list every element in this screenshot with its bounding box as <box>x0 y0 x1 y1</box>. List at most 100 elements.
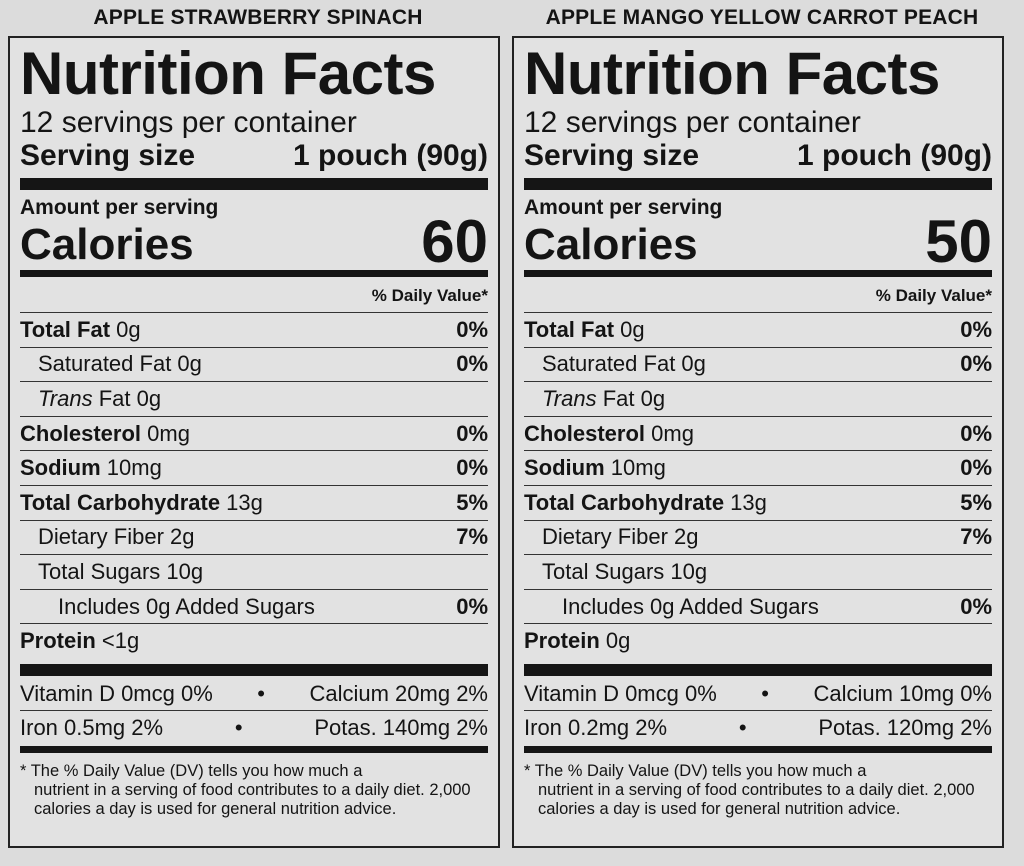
nutrient-italic: Trans <box>38 385 93 411</box>
nutrient-name: Sodium 10mg <box>20 455 162 481</box>
nutrient-row: Sodium 10mg 0% <box>524 450 992 485</box>
nutrient-row: Protein <1g <box>20 623 488 658</box>
nutrient-row: Total Sugars 10g <box>20 554 488 589</box>
calories-label: Calories <box>20 220 194 269</box>
nutrient-name: Total Sugars 10g <box>524 559 707 585</box>
nutrient-row: Trans Fat 0g <box>20 381 488 416</box>
calories-row: Calories 60 <box>20 210 488 274</box>
daily-value-header: % Daily Value* <box>371 286 488 305</box>
nutrient-name: Cholesterol 0mg <box>524 421 694 447</box>
footnote: * The % Daily Value (DV) tells you how m… <box>524 762 992 819</box>
divider-thick <box>524 664 992 676</box>
serving-size-label: Serving size <box>524 139 700 172</box>
nutrient-name: Dietary Fiber 2g <box>20 524 195 550</box>
amount-per-serving: Amount per serving <box>20 196 219 219</box>
daily-value-percent: 0% <box>456 455 488 481</box>
nutrient-row: Dietary Fiber 2g 7% <box>20 519 488 555</box>
nutrient-bold: Total Fat <box>524 316 615 342</box>
daily-value-percent: 0% <box>456 593 488 619</box>
nutrient-bold: Cholesterol <box>524 420 646 446</box>
serving-size-row: Serving size 1 pouch (90g) <box>20 138 488 174</box>
nutrient-bold: Total Fat <box>20 316 111 342</box>
calories-value: 50 <box>925 208 992 275</box>
nutrient-amount: Includes 0g Added Sugars <box>58 593 315 619</box>
serving-size-row: Serving size 1 pouch (90g) <box>524 138 992 174</box>
nutrient-row: Total Sugars 10g <box>524 554 992 589</box>
nutrient-amount: Fat 0g <box>596 385 666 411</box>
nutrient-name: Includes 0g Added Sugars <box>524 594 819 620</box>
nutrient-name: Sodium 10mg <box>524 455 666 481</box>
calories-row: Calories 50 <box>524 210 992 274</box>
bullet-separator: • <box>257 681 265 706</box>
daily-value-percent: 7% <box>456 524 488 550</box>
nutrient-name: Protein <1g <box>20 628 139 654</box>
calories-label: Calories <box>524 220 698 269</box>
daily-value-percent: 0% <box>960 593 992 619</box>
product-name: APPLE MANGO YELLOW CARROT PEACH <box>545 6 979 29</box>
daily-value-percent: 5% <box>456 489 488 515</box>
footnote-rest: nutrient in a serving of food contribute… <box>34 781 471 818</box>
divider-thick <box>20 178 488 190</box>
bullet-separator: • <box>738 714 747 740</box>
nutrient-name: Cholesterol 0mg <box>20 421 190 447</box>
nutrient-row: Dietary Fiber 2g 7% <box>524 519 992 555</box>
nutrient-name: Total Fat 0g <box>524 317 645 343</box>
vitamin-row: Vitamin D 0mcg 0% • Calcium 10mg 0% <box>524 678 992 711</box>
nutrient-amount: 0mg <box>645 420 694 446</box>
nutrient-name: Trans Fat 0g <box>20 386 161 412</box>
daily-value-percent: 0% <box>456 351 488 377</box>
nutrient-row: Protein 0g <box>524 623 992 658</box>
daily-value-percent: 7% <box>960 524 992 550</box>
vitamin-right: Calcium 20mg 2% <box>309 681 488 706</box>
footnote-first-line: * The % Daily Value (DV) tells you how m… <box>20 762 363 780</box>
nutrient-bold: Protein <box>20 628 96 654</box>
nutrient-amount: Includes 0g Added Sugars <box>562 593 819 619</box>
vitamin-row: Iron 0.2mg 2% • Potas. 120mg 2% <box>524 711 992 744</box>
nutrient-row: Total Fat 0g 0% <box>524 312 992 347</box>
vitamin-right: Potas. 140mg 2% <box>314 714 488 740</box>
serving-size-label: Serving size <box>20 139 196 172</box>
nutrient-name: Total Sugars 10g <box>20 559 203 585</box>
divider-thick <box>524 178 992 190</box>
nutrient-row: Includes 0g Added Sugars 0% <box>524 588 992 624</box>
nutrient-amount: 13g <box>724 489 767 515</box>
daily-value-percent: 0% <box>960 455 992 481</box>
nutrient-name: Total Carbohydrate 13g <box>20 490 263 516</box>
nutrient-amount: 0g <box>110 316 141 342</box>
nutrient-rows: Total Fat 0g 0% Saturated Fat 0g 0% Trans Fa… <box>524 312 992 658</box>
nutrient-row: Cholesterol 0mg 0% <box>524 415 992 451</box>
calories-value: 60 <box>421 208 488 275</box>
vitamin-left: Iron 0.2mg 2% <box>524 714 668 740</box>
daily-value-percent: 0% <box>456 316 488 342</box>
nutrient-name: Protein 0g <box>524 628 630 654</box>
daily-value-percent: 0% <box>456 420 488 446</box>
nutrient-bold: Sodium <box>524 455 605 481</box>
vitamin-right: Potas. 120mg 2% <box>818 714 992 740</box>
nutrient-amount: Total Sugars 10g <box>542 558 708 584</box>
right-panel: APPLE MANGO YELLOW CARROT PEACH Nutritio… <box>512 0 1012 866</box>
nutrient-bold: Total Carbohydrate <box>20 489 221 515</box>
nutrient-row: Total Fat 0g 0% <box>20 312 488 347</box>
amount-per-serving: Amount per serving <box>524 196 723 219</box>
nutrient-bold: Protein <box>524 628 600 654</box>
nutrient-name: Includes 0g Added Sugars <box>20 594 315 620</box>
nutrient-row: Total Carbohydrate 13g 5% <box>20 484 488 520</box>
nutrient-amount: 0g <box>599 628 631 654</box>
footnote-rest: nutrient in a serving of food contribute… <box>538 781 975 818</box>
nutrient-row: Cholesterol 0mg 0% <box>20 415 488 451</box>
divider-medium <box>524 270 992 277</box>
footnote-first-line: * The % Daily Value (DV) tells you how m… <box>524 762 867 780</box>
bullet-separator: • <box>234 714 243 740</box>
nutrient-row: Saturated Fat 0g 0% <box>20 346 488 382</box>
vitamin-right: Calcium 10mg 0% <box>813 681 992 706</box>
serving-size-value: 1 pouch (90g) <box>796 139 992 172</box>
divider-medium <box>20 746 488 753</box>
nutrient-amount: Dietary Fiber 2g <box>38 524 195 550</box>
nutrient-amount: Saturated Fat 0g <box>38 351 202 377</box>
nutrient-amount: 10mg <box>604 455 666 481</box>
nutrient-amount: Total Sugars 10g <box>38 558 204 584</box>
daily-value-percent: 5% <box>960 489 992 515</box>
nutrient-amount: 13g <box>220 489 263 515</box>
vitamin-rows: Vitamin D 0mcg 0% • Calcium 20mg 2% Iron 0.… <box>20 678 488 744</box>
nutrient-amount: 0mg <box>141 420 190 446</box>
